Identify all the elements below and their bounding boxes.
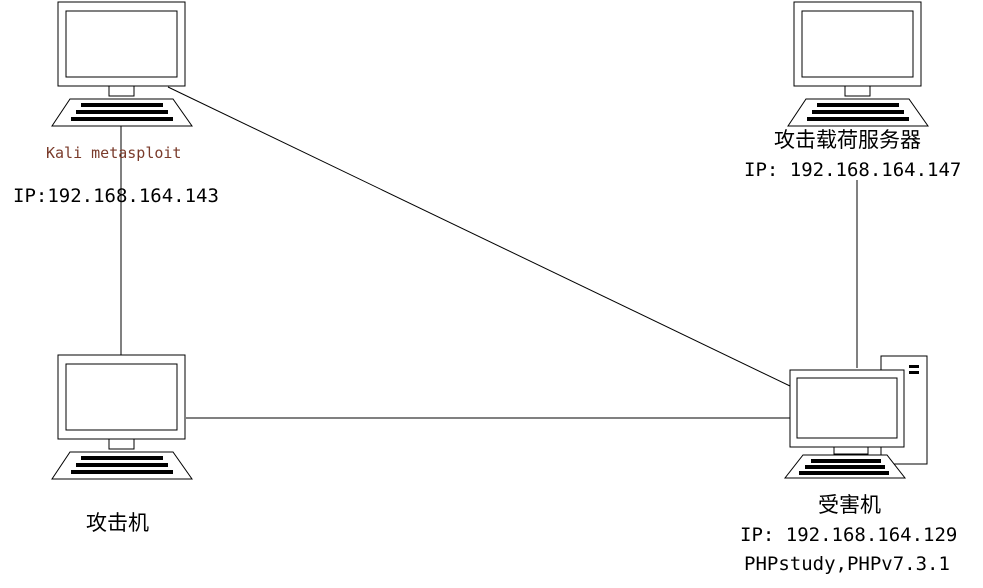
kali-ip-label: IP:192.168.164.143	[13, 185, 219, 207]
attacker-computer-icon	[51, 354, 193, 480]
victim-name-label: 受害机	[818, 493, 881, 517]
payload-server-computer-icon	[787, 1, 929, 127]
victim-software-label: PHPstudy,PHPv7.3.1	[744, 553, 950, 575]
kali-computer-icon	[51, 1, 193, 127]
victim-ip-label: IP: 192.168.164.129	[740, 524, 958, 546]
payload-server-ip-label: IP: 192.168.164.147	[744, 159, 962, 181]
attacker-name-label: 攻击机	[86, 511, 149, 535]
link-kali-victim	[167, 86, 791, 387]
connections	[120, 86, 858, 419]
payload-server-name-label: 攻击载荷服务器	[774, 128, 921, 152]
kali-name-label: Kali metasploit	[46, 144, 182, 162]
victim-computer-icon	[783, 355, 928, 479]
